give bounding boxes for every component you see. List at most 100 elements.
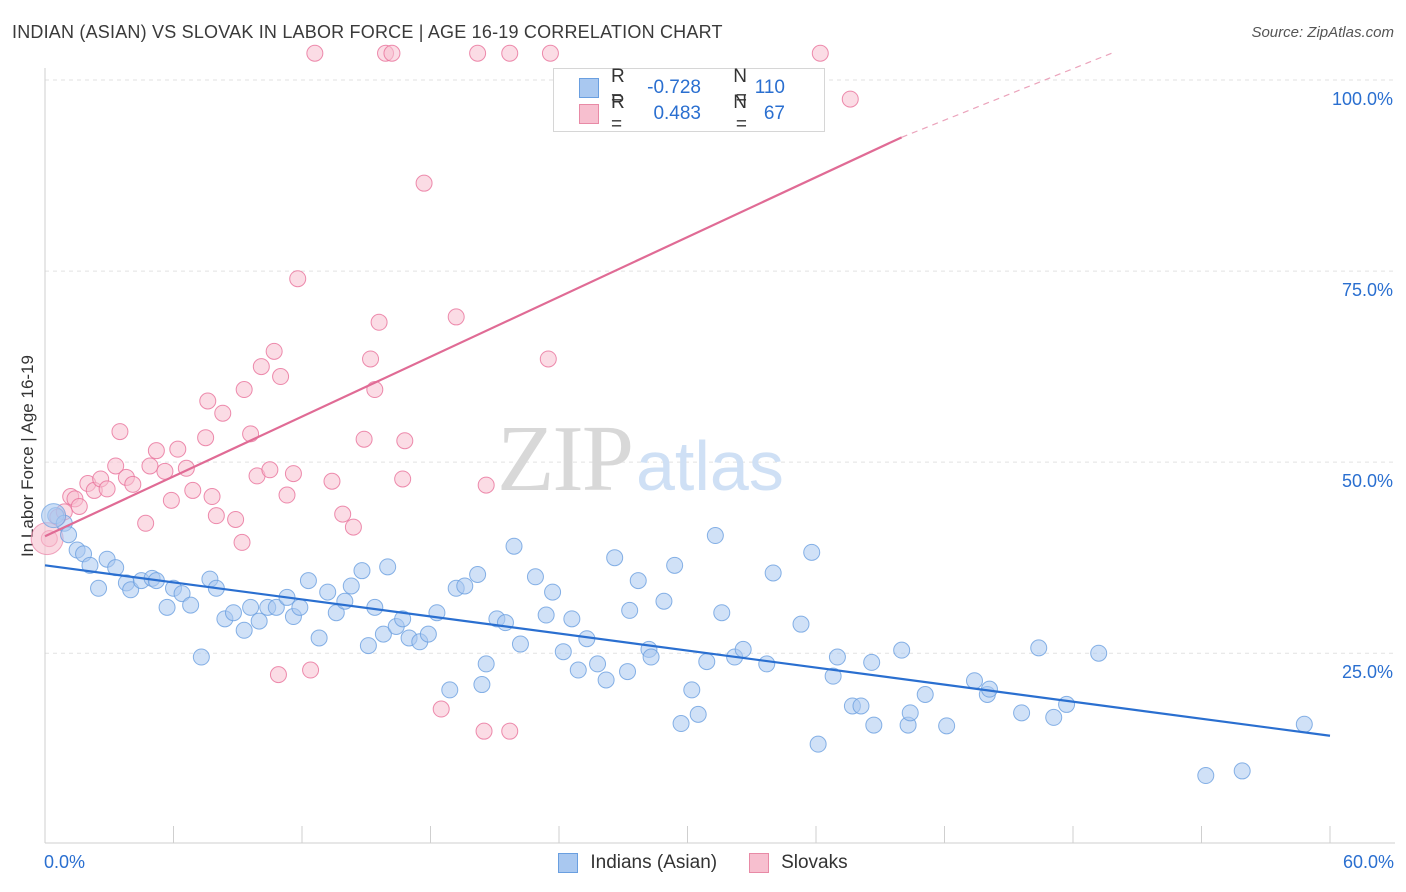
- point-indians: [267, 598, 285, 616]
- point-slovaks: [447, 308, 465, 326]
- point-slovaks: [269, 666, 287, 684]
- point-slovaks: [147, 442, 165, 460]
- n-label: N =: [733, 66, 747, 109]
- point-indians: [224, 604, 242, 622]
- point-indians: [629, 572, 647, 590]
- point-slovaks: [469, 44, 487, 62]
- point-indians: [1090, 644, 1108, 662]
- legend-row-indians: R = -0.728 N = 110: [554, 66, 785, 109]
- point-indians: [901, 704, 919, 722]
- point-indians: [182, 596, 200, 614]
- point-indians: [621, 601, 639, 619]
- point-indians: [809, 735, 827, 753]
- legend-row-slovaks: R = 0.483 N = 67: [554, 92, 785, 135]
- point-indians: [319, 583, 337, 601]
- legend-item-indians[interactable]: Indians (Asian): [558, 852, 717, 874]
- point-slovaks: [107, 457, 125, 475]
- r-label: R =: [611, 66, 625, 109]
- point-slovaks: [265, 342, 283, 360]
- point-indians: [619, 663, 637, 681]
- y-tick-label: 50.0%: [1342, 471, 1393, 491]
- y-tick-label: 75.0%: [1342, 280, 1393, 300]
- y-tick-label: 100.0%: [1332, 89, 1393, 109]
- point-indians: [698, 653, 716, 671]
- point-slovaks: [207, 507, 225, 525]
- point-slovaks: [235, 381, 253, 399]
- point-slovaks: [362, 350, 380, 368]
- point-slovaks: [227, 510, 245, 528]
- x-tick-min: 0.0%: [44, 852, 86, 872]
- r-value-slovaks: 0.483: [653, 103, 701, 124]
- point-slovaks: [272, 368, 290, 386]
- grid-lines: [45, 79, 1395, 654]
- legend-label-indians: Indians (Asian): [590, 852, 718, 873]
- point-indians: [441, 681, 459, 699]
- point-indians: [965, 672, 983, 690]
- legend-swatch-indians: [558, 853, 579, 873]
- point-indians: [554, 643, 572, 661]
- point-indians: [792, 615, 810, 633]
- point-slovaks: [278, 486, 296, 504]
- point-indians: [893, 641, 911, 659]
- r-value-indians: -0.728: [647, 77, 701, 98]
- point-indians: [1058, 695, 1076, 713]
- point-slovaks: [355, 430, 373, 448]
- legend-label-slovaks: Slovaks: [781, 852, 848, 873]
- n-label: N =: [733, 92, 747, 135]
- point-slovaks: [197, 429, 215, 447]
- point-slovaks: [477, 476, 495, 494]
- point-indians: [158, 598, 176, 616]
- point-indians: [828, 648, 846, 666]
- point-slovaks: [370, 313, 388, 331]
- point-indians: [683, 681, 701, 699]
- point-indians: [597, 671, 615, 689]
- point-indians: [758, 655, 776, 673]
- point-indians: [291, 598, 309, 616]
- point-slovaks: [415, 174, 433, 192]
- point-slovaks: [501, 722, 519, 740]
- point-slovaks: [233, 533, 251, 551]
- point-indians: [310, 629, 328, 647]
- point-indians: [563, 610, 581, 628]
- point-indians: [505, 537, 523, 555]
- point-slovaks: [261, 461, 279, 479]
- point-slovaks: [70, 497, 88, 515]
- series-legend: Indians (Asian) Slovaks: [0, 852, 1406, 874]
- watermark: ZIP atlas: [497, 407, 784, 511]
- point-slovaks: [252, 358, 270, 376]
- point-indians: [544, 583, 562, 601]
- source-credit: Source: ZipAtlas.com: [1251, 24, 1394, 41]
- point-indians: [359, 637, 377, 655]
- point-indians: [242, 598, 260, 616]
- point-indians: [734, 640, 752, 658]
- series-slovaks-points: [30, 44, 859, 740]
- point-indians: [1197, 767, 1215, 785]
- point-indians: [713, 604, 731, 622]
- point-slovaks: [111, 423, 129, 441]
- watermark-atlas: atlas: [636, 427, 784, 505]
- point-indians: [192, 648, 210, 666]
- point-slovaks: [124, 475, 142, 493]
- point-indians: [606, 549, 624, 567]
- point-indians: [173, 585, 191, 603]
- point-slovaks: [539, 350, 557, 368]
- point-indians: [916, 685, 934, 703]
- point-indians: [342, 577, 360, 595]
- y-tick-label: 25.0%: [1342, 662, 1393, 682]
- point-indians: [90, 579, 108, 597]
- point-slovaks: [306, 44, 324, 62]
- point-slovaks: [284, 465, 302, 483]
- point-indians: [299, 572, 317, 590]
- series-indians-points: [41, 503, 1313, 785]
- point-indians: [1030, 639, 1048, 657]
- point-indians: [477, 655, 495, 673]
- point-slovaks: [302, 661, 320, 679]
- point-slovaks: [541, 44, 559, 62]
- n-value-indians: 110: [754, 77, 785, 98]
- point-indians: [419, 625, 437, 643]
- point-indians: [41, 503, 67, 529]
- legend-item-slovaks[interactable]: Slovaks: [749, 852, 848, 874]
- point-indians: [456, 577, 474, 595]
- watermark-zip: ZIP: [497, 407, 632, 511]
